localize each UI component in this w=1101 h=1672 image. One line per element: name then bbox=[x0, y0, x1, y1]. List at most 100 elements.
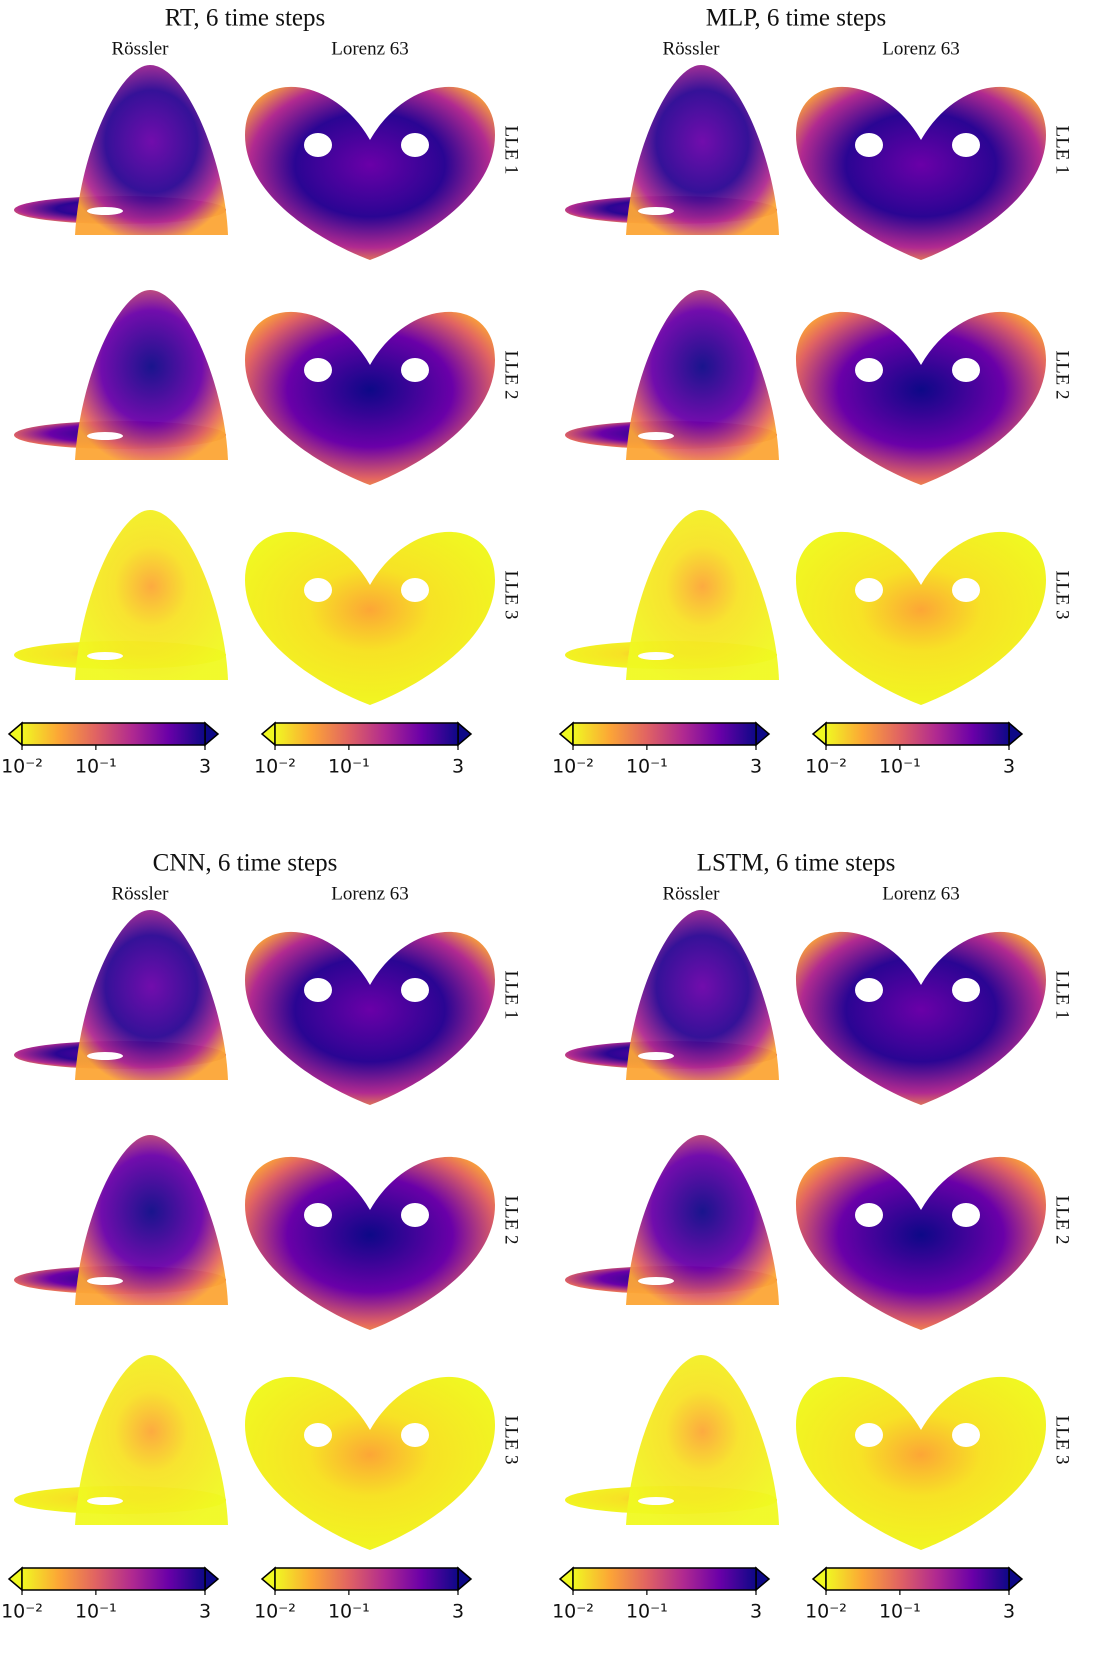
column-label: Lorenz 63 bbox=[331, 38, 409, 59]
lorenz-hole bbox=[401, 1423, 429, 1447]
colorbar-tick-label: 3 bbox=[452, 756, 464, 778]
colorbar-extend-low bbox=[811, 721, 827, 747]
colorbar-tick-label: 10⁻¹ bbox=[626, 756, 668, 778]
lorenz-wings bbox=[245, 1156, 495, 1330]
colorbar-extend-high bbox=[204, 1566, 220, 1592]
lorenz-hole bbox=[855, 1423, 883, 1447]
rossler-hole bbox=[638, 1497, 674, 1505]
rossler-dome bbox=[75, 1355, 228, 1525]
rossler-dome bbox=[75, 1135, 228, 1305]
column-label: Rössler bbox=[663, 38, 721, 59]
rossler-hole bbox=[87, 207, 123, 215]
lorenz-wings bbox=[796, 86, 1046, 260]
colorbar-tick-label: 10⁻² bbox=[805, 756, 847, 778]
column-label: Lorenz 63 bbox=[331, 883, 409, 904]
column-label: Lorenz 63 bbox=[882, 38, 960, 59]
rossler-hole bbox=[87, 1277, 123, 1285]
row-label: LLE 3 bbox=[501, 1415, 522, 1464]
panel-title: RT, 6 time steps bbox=[165, 5, 326, 32]
lorenz-hole bbox=[855, 1203, 883, 1227]
colorbar-tick-label: 3 bbox=[750, 756, 762, 778]
colorbar-extend-high bbox=[755, 1566, 771, 1592]
lorenz-hole bbox=[952, 578, 980, 602]
colorbar bbox=[825, 1567, 1010, 1591]
row-label: LLE 1 bbox=[1052, 125, 1073, 174]
lorenz-hole bbox=[401, 133, 429, 157]
colorbar-extend-high bbox=[457, 1566, 473, 1592]
colorbar bbox=[274, 1567, 459, 1591]
colorbar-tick-label: 3 bbox=[1003, 756, 1015, 778]
lorenz-hole bbox=[855, 358, 883, 382]
panel-title: LSTM, 6 time steps bbox=[697, 850, 896, 877]
rossler-dome bbox=[626, 910, 779, 1080]
rossler-hole bbox=[87, 432, 123, 440]
colorbar-tick-label: 10⁻² bbox=[552, 756, 594, 778]
rossler-dome bbox=[75, 510, 228, 680]
row-label: LLE 2 bbox=[1052, 350, 1073, 399]
colorbar-tick-label: 10⁻¹ bbox=[75, 756, 117, 778]
colorbar-extend-low bbox=[260, 721, 276, 747]
row-label: LLE 2 bbox=[501, 350, 522, 399]
panel-title: CNN, 6 time steps bbox=[153, 850, 338, 877]
colorbar-extend-low bbox=[7, 721, 23, 747]
colorbar-tick-label: 10⁻² bbox=[1, 756, 43, 778]
rossler-dome bbox=[75, 65, 228, 235]
rossler-hole bbox=[638, 207, 674, 215]
column-label: Rössler bbox=[663, 883, 721, 904]
row-label: LLE 3 bbox=[1052, 1415, 1073, 1464]
lorenz-hole bbox=[401, 578, 429, 602]
lorenz-hole bbox=[952, 1423, 980, 1447]
colorbar-tick-label: 10⁻² bbox=[552, 1601, 594, 1623]
lorenz-wings bbox=[796, 531, 1046, 705]
rossler-hole bbox=[638, 432, 674, 440]
colorbar bbox=[572, 722, 757, 746]
row-label: LLE 3 bbox=[1052, 570, 1073, 619]
lorenz-wings bbox=[796, 931, 1046, 1105]
row-label: LLE 2 bbox=[1052, 1195, 1073, 1244]
colorbar-extend-low bbox=[558, 721, 574, 747]
rossler-hole bbox=[87, 1497, 123, 1505]
colorbar-tick-label: 3 bbox=[452, 1601, 464, 1623]
lorenz-hole bbox=[304, 1203, 332, 1227]
column-label: Rössler bbox=[112, 883, 170, 904]
colorbar-extend-high bbox=[204, 721, 220, 747]
lorenz-wings bbox=[245, 1376, 495, 1550]
colorbar-tick-label: 10⁻¹ bbox=[328, 756, 370, 778]
lorenz-wings bbox=[245, 931, 495, 1105]
row-label: LLE 1 bbox=[501, 970, 522, 1019]
rossler-dome bbox=[75, 910, 228, 1080]
column-label: Rössler bbox=[112, 38, 170, 59]
colorbar-extend-high bbox=[755, 721, 771, 747]
lorenz-hole bbox=[952, 1203, 980, 1227]
colorbar bbox=[21, 722, 206, 746]
colorbar-tick-label: 10⁻² bbox=[254, 1601, 296, 1623]
colorbar-extend-high bbox=[1008, 1566, 1024, 1592]
colorbar-tick-label: 3 bbox=[750, 1601, 762, 1623]
colorbar-tick-label: 3 bbox=[199, 756, 211, 778]
row-label: LLE 1 bbox=[1052, 970, 1073, 1019]
lorenz-hole bbox=[304, 1423, 332, 1447]
colorbar bbox=[572, 1567, 757, 1591]
lorenz-hole bbox=[401, 358, 429, 382]
rossler-hole bbox=[87, 652, 123, 660]
colorbar-tick-label: 10⁻¹ bbox=[328, 1601, 370, 1623]
colorbar-tick-label: 3 bbox=[1003, 1601, 1015, 1623]
rossler-dome bbox=[626, 1355, 779, 1525]
colorbar-tick-label: 10⁻¹ bbox=[626, 1601, 668, 1623]
colorbar-extend-high bbox=[1008, 721, 1024, 747]
panel: LSTM, 6 time steps Rössler Lorenz 63 LLE 1 L… bbox=[552, 850, 1073, 1623]
lorenz-hole bbox=[304, 358, 332, 382]
panel: RT, 6 time steps Rössler Lorenz 63 LLE 1 LLE… bbox=[1, 5, 522, 778]
colorbar-tick-label: 3 bbox=[199, 1601, 211, 1623]
rossler-dome bbox=[626, 510, 779, 680]
lorenz-wings bbox=[796, 311, 1046, 485]
column-label: Lorenz 63 bbox=[882, 883, 960, 904]
colorbar-extend-low bbox=[558, 1566, 574, 1592]
colorbar-extend-low bbox=[7, 1566, 23, 1592]
lorenz-wings bbox=[796, 1376, 1046, 1550]
lorenz-wings bbox=[796, 1156, 1046, 1330]
lorenz-wings bbox=[245, 311, 495, 485]
colorbar-tick-label: 10⁻¹ bbox=[879, 1601, 921, 1623]
lorenz-hole bbox=[855, 578, 883, 602]
